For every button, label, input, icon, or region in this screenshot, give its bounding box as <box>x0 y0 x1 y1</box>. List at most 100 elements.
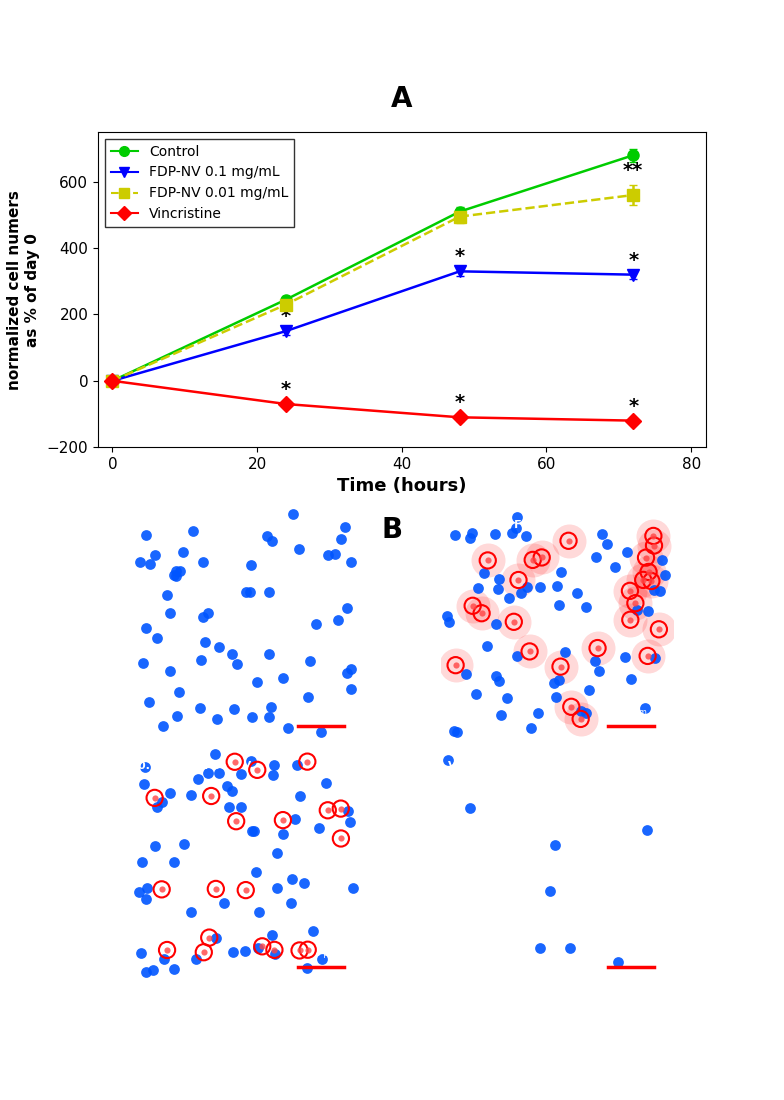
Point <box>235 799 248 816</box>
Point <box>227 701 240 718</box>
Point <box>293 786 306 804</box>
Point <box>503 590 515 607</box>
Point <box>449 657 462 674</box>
Point <box>623 582 636 600</box>
Point <box>302 940 314 958</box>
Point <box>251 673 263 691</box>
Text: **: ** <box>623 161 644 180</box>
Point <box>647 527 659 544</box>
Point <box>177 835 190 852</box>
Point <box>161 586 173 604</box>
Point <box>534 939 546 957</box>
Point <box>342 802 354 820</box>
Text: B: B <box>382 517 402 544</box>
Point <box>514 584 527 602</box>
Point <box>575 702 587 719</box>
Point <box>212 638 225 656</box>
Point <box>198 608 210 626</box>
Point <box>256 937 268 955</box>
Point <box>174 562 187 580</box>
Point <box>510 508 523 526</box>
Point <box>521 579 534 596</box>
Point <box>624 610 637 628</box>
Point <box>524 642 536 660</box>
Point <box>263 646 275 663</box>
Point <box>478 564 491 582</box>
Point <box>659 566 671 584</box>
Point <box>580 704 593 722</box>
Y-axis label: normalized cell numers
as % of day 0: normalized cell numers as % of day 0 <box>7 189 40 389</box>
Point <box>340 600 353 617</box>
Point <box>341 664 354 682</box>
Point <box>190 950 202 968</box>
Point <box>345 660 358 678</box>
Point <box>164 662 176 680</box>
Point <box>302 689 314 706</box>
Point <box>525 719 538 737</box>
Point <box>596 525 608 542</box>
Point <box>198 944 210 961</box>
Text: Control: Control <box>138 520 183 530</box>
Point <box>201 605 214 623</box>
Point <box>565 698 578 716</box>
Point <box>481 637 493 654</box>
Point <box>612 953 625 970</box>
Point <box>608 559 621 576</box>
Point <box>466 525 478 542</box>
Point <box>136 854 149 871</box>
Point <box>345 681 358 698</box>
Point <box>239 943 252 960</box>
Point <box>534 578 546 595</box>
Point <box>512 571 524 588</box>
Text: Vincristine: Vincristine <box>448 761 514 771</box>
Text: 0.1 mg/ml FDP-NV: 0.1 mg/ml FDP-NV <box>448 520 561 530</box>
Point <box>277 669 289 686</box>
Point <box>553 596 565 614</box>
Point <box>647 527 659 544</box>
Point <box>619 649 631 667</box>
Point <box>301 959 314 977</box>
Point <box>493 672 506 690</box>
Point <box>637 571 649 588</box>
Point <box>328 544 341 562</box>
Point <box>512 571 524 588</box>
Point <box>641 647 654 664</box>
Point <box>285 894 297 912</box>
Point <box>339 518 351 536</box>
Point <box>553 671 565 689</box>
Point <box>209 745 221 762</box>
Text: *: * <box>281 381 291 399</box>
Point <box>223 799 235 816</box>
Point <box>143 693 155 711</box>
Point <box>139 759 151 777</box>
Text: 100 μm: 100 μm <box>305 708 337 717</box>
Point <box>475 604 488 622</box>
X-axis label: Time (hours): Time (hours) <box>337 477 466 495</box>
Point <box>535 549 548 566</box>
Point <box>226 782 238 800</box>
Point <box>593 662 605 680</box>
Point <box>554 658 567 675</box>
Point <box>451 724 463 741</box>
Point <box>244 583 256 601</box>
Point <box>263 584 275 602</box>
Point <box>638 700 651 717</box>
Point <box>187 522 200 540</box>
Point <box>281 719 294 737</box>
Point <box>448 723 460 740</box>
Point <box>535 549 548 566</box>
Point <box>209 930 222 947</box>
Point <box>629 594 641 612</box>
Point <box>441 607 453 625</box>
Point <box>481 551 494 569</box>
Point <box>580 598 593 616</box>
Point <box>554 563 567 581</box>
Point <box>140 526 152 543</box>
Point <box>495 706 508 724</box>
Point <box>168 960 180 978</box>
Point <box>630 601 643 618</box>
Point <box>492 580 505 597</box>
Point <box>141 879 154 896</box>
Point <box>641 603 654 620</box>
Point <box>332 612 344 629</box>
